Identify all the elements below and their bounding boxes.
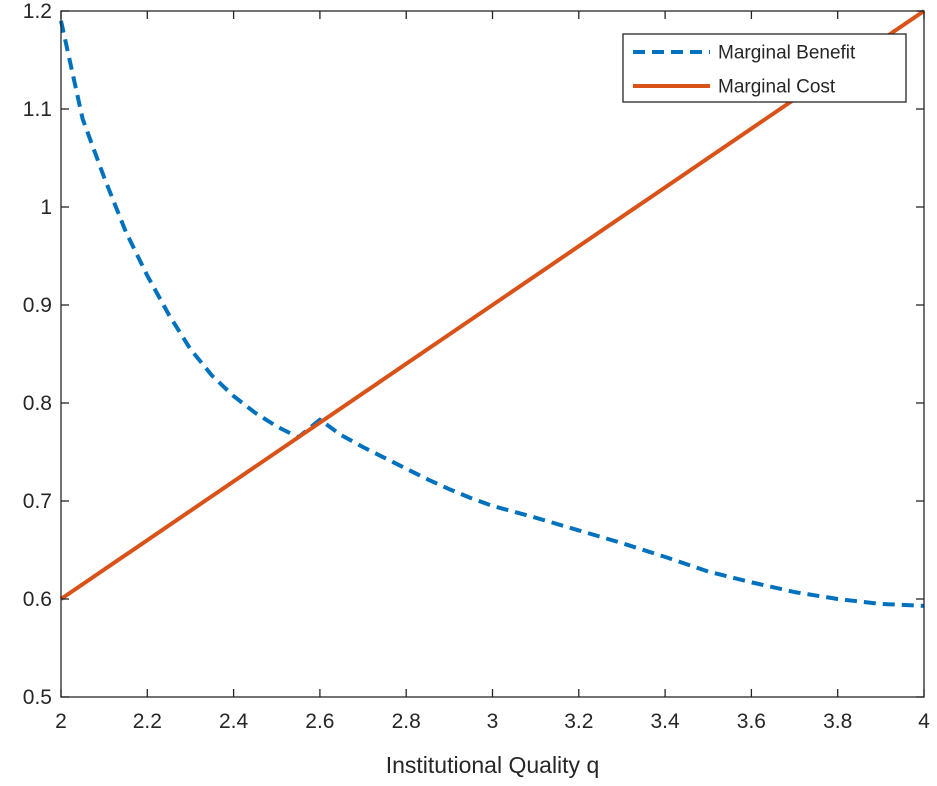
x-tick-label: 2.2 (133, 710, 162, 733)
y-tick-label: 1 (40, 196, 52, 219)
tick-layer: 2 2.2 2.4 2.6 2.8 3 3.2 3.4 3.6 3.8 4 0.5 0.6 0.7 0.8 0… (23, 0, 930, 733)
x-tick-label: 2 (55, 710, 67, 733)
x-tick-label: 2.4 (219, 710, 249, 733)
x-tick-label: 3 (487, 710, 499, 733)
y-tick-label: 0.8 (23, 392, 52, 415)
y-tick-label: 1.1 (23, 98, 52, 121)
legend-label-marginal-cost: Marginal Cost (718, 77, 836, 98)
y-tick-label: 1.2 (23, 0, 52, 23)
legend: Marginal Benefit Marginal Cost (622, 33, 907, 103)
series-line-marginal-benefit (59, 20, 925, 608)
plot-area (61, 11, 924, 697)
y-tick-label: 0.9 (23, 294, 52, 317)
x-axis-label: Institutional Quality q (386, 752, 600, 778)
x-tick-label: 2.6 (305, 710, 334, 733)
x-tick-label: 2.8 (392, 710, 421, 733)
y-tick-label: 0.7 (23, 490, 52, 513)
y-tick-label: 0.5 (23, 686, 52, 709)
x-tick-label: 3.4 (650, 710, 680, 733)
series-line-marginal-cost (59, 9, 926, 601)
x-tick-label: 3.6 (737, 710, 766, 733)
x-tick-label: 4 (918, 710, 930, 733)
legend-box (622, 33, 907, 103)
x-tick-label: 3.2 (564, 710, 593, 733)
y-tick-label: 0.6 (23, 588, 52, 611)
x-tick-label: 3.8 (823, 710, 852, 733)
series-layer (59, 9, 926, 608)
legend-label-marginal-benefit: Marginal Benefit (718, 43, 856, 64)
